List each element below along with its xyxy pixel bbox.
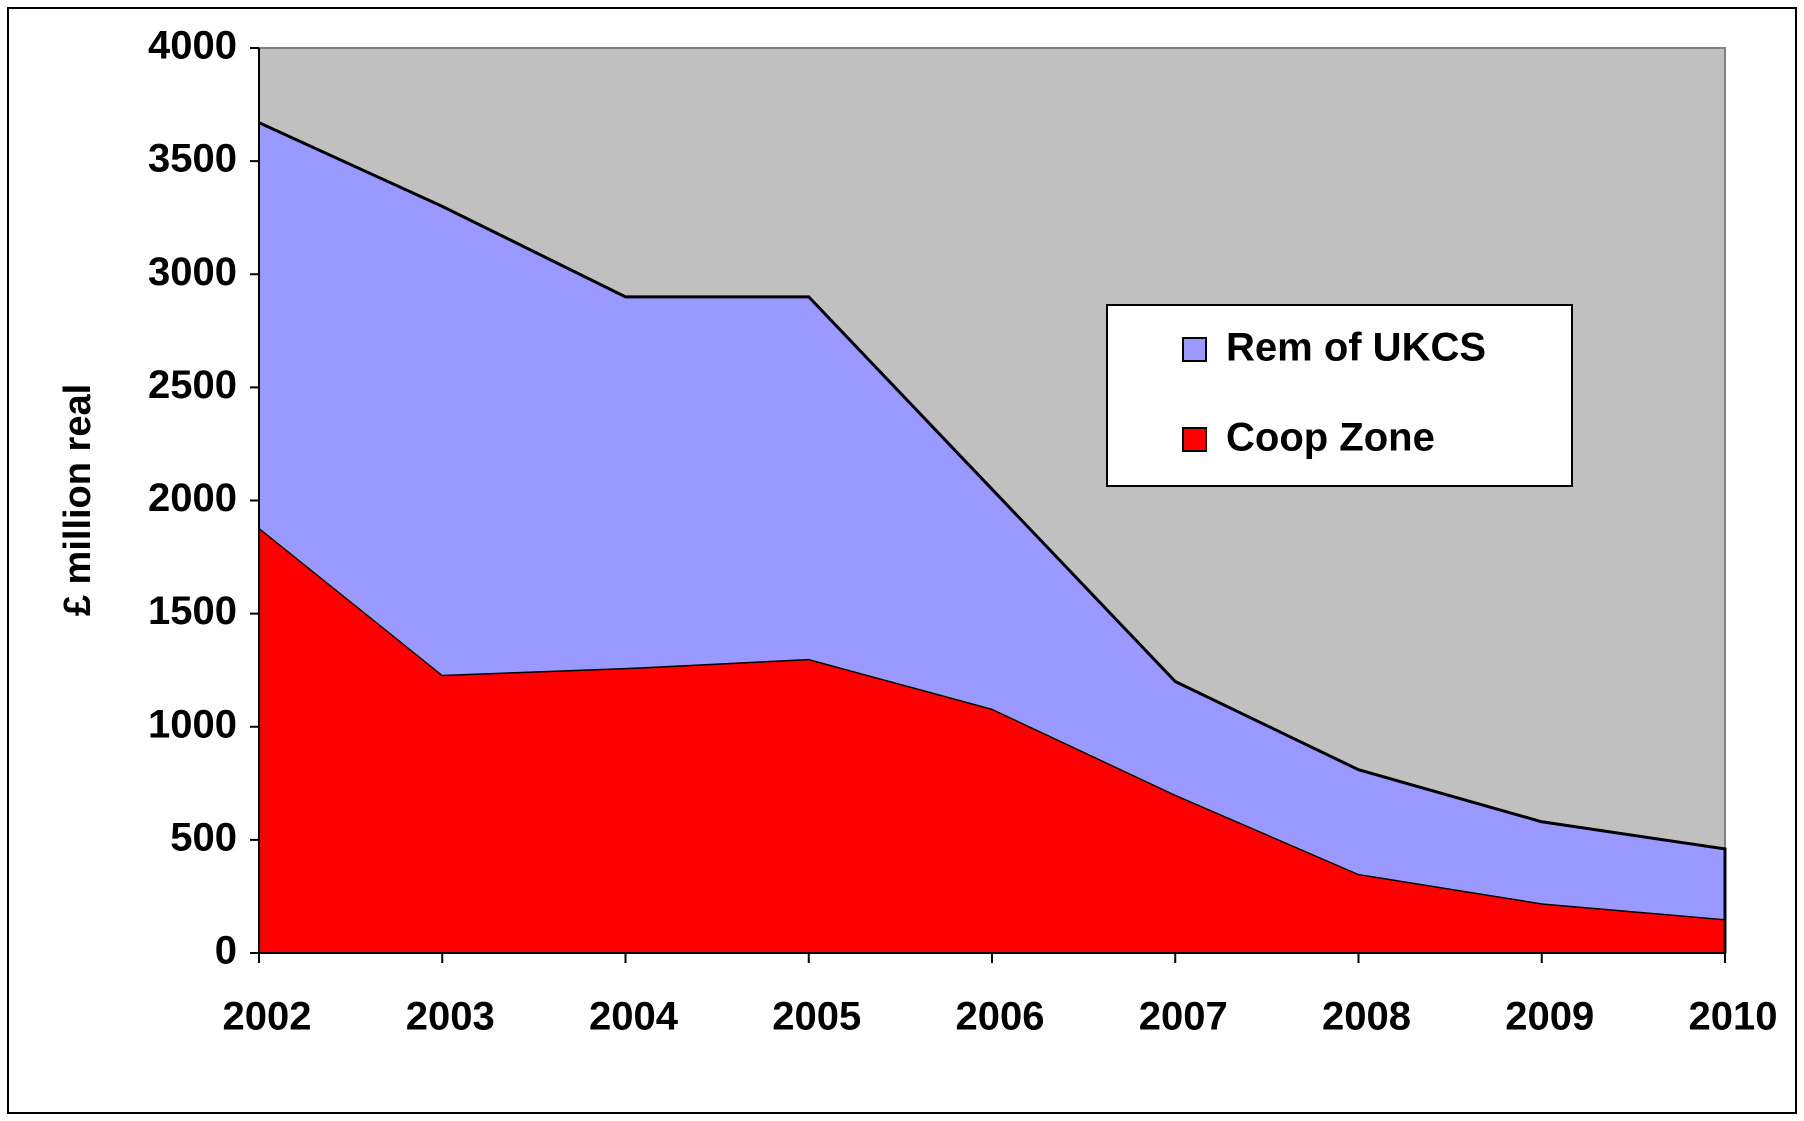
area-edge (258, 121, 1727, 920)
x-tick-label: 2007 (1139, 995, 1228, 1039)
x-tick-label: 2005 (772, 995, 861, 1039)
y-tick-label: 0 (215, 929, 237, 973)
legend-label: Coop Zone (1226, 416, 1435, 460)
x-tick-label: 2010 (1689, 995, 1778, 1039)
y-tick-label: 1000 (148, 702, 237, 746)
y-tick-label: 4000 (148, 24, 237, 68)
legend-label: Rem of UKCS (1226, 326, 1486, 370)
legend-swatch (1182, 427, 1207, 452)
y-tick-label: 3000 (148, 250, 237, 294)
x-tick-label: 2006 (956, 995, 1045, 1039)
legend-box (1106, 304, 1573, 487)
y-tick-label: 500 (170, 815, 237, 859)
area (259, 122, 1725, 920)
y-tick-label: 2500 (148, 363, 237, 407)
y-tick-label: 3500 (148, 137, 237, 181)
y-axis-label: £ million real (57, 384, 99, 616)
y-tick-label: 1500 (148, 589, 237, 633)
x-tick-label: 2008 (1322, 995, 1411, 1039)
x-tick-label: 2002 (223, 995, 312, 1039)
x-tick-label: 2003 (406, 995, 495, 1039)
x-tick-label: 2009 (1505, 995, 1594, 1039)
legend-swatch (1182, 337, 1207, 362)
area (259, 527, 1725, 953)
y-tick-label: 2000 (148, 476, 237, 520)
x-tick-label: 2004 (589, 995, 679, 1039)
